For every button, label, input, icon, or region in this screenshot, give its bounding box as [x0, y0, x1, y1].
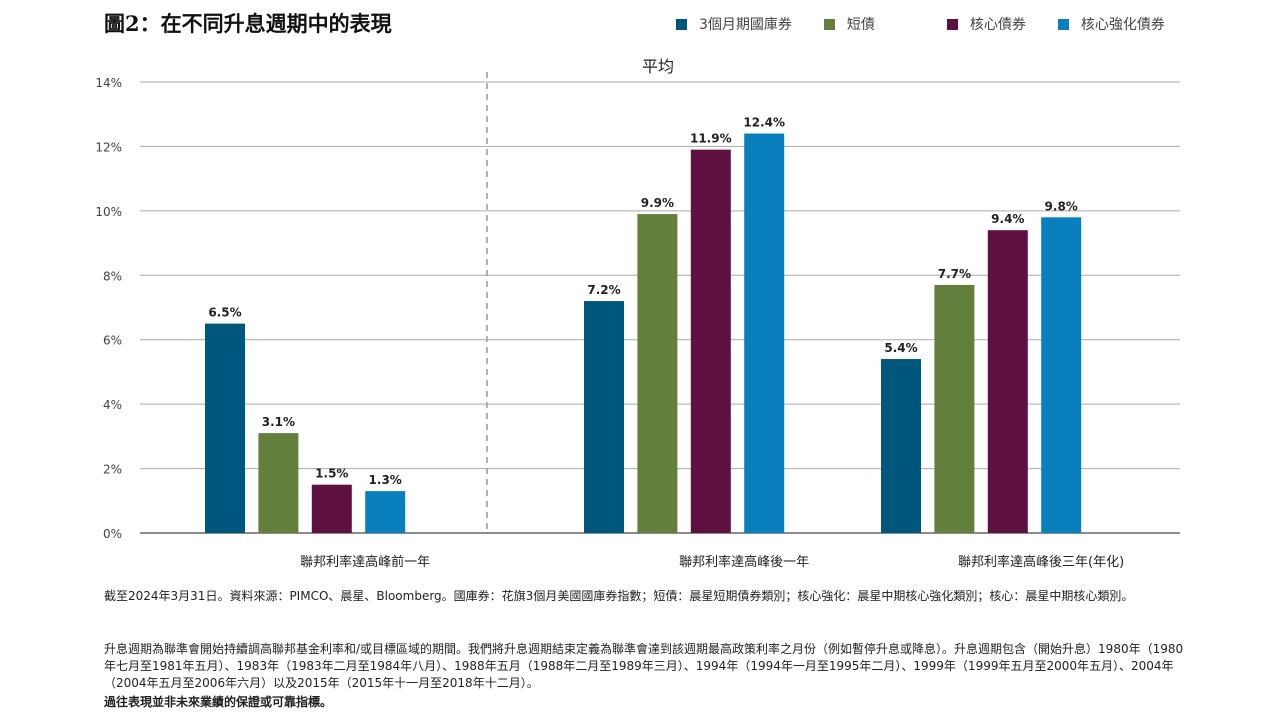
x-category-label: 聯邦利率達高峰後三年(年化) [958, 554, 1124, 570]
y-tick-label: 8% [103, 269, 122, 283]
y-tick-label: 0% [103, 527, 122, 541]
data-label: 6.5% [208, 306, 241, 320]
y-tick-label: 10% [95, 205, 122, 219]
bar [258, 433, 299, 533]
data-label: 12.4% [743, 116, 785, 130]
data-label: 1.5% [315, 467, 348, 481]
legend-label: 3個月期國庫券 [699, 17, 792, 33]
legend-swatch [823, 18, 835, 30]
y-tick-label: 6% [103, 334, 122, 348]
bar [744, 133, 785, 534]
legend-item: 3個月期國庫券 [676, 14, 792, 34]
legend-label: 核心強化債券 [1080, 17, 1165, 33]
y-tick-label: 14% [95, 76, 122, 90]
y-tick-label: 4% [103, 398, 122, 412]
bar [205, 323, 245, 533]
data-label: 9.8% [1045, 199, 1078, 213]
bar [987, 230, 1028, 533]
data-label: 3.1% [262, 415, 295, 429]
data-label: 9.4% [991, 212, 1024, 226]
bar [584, 301, 624, 533]
bar [637, 214, 678, 534]
legend-swatch [676, 18, 687, 30]
y-tick-label: 2% [103, 463, 122, 477]
legend: 3個月期國庫券 短債 核心債券 核心強化債券 [676, 14, 1197, 34]
x-category-label: 聯邦利率達高峰後一年 [679, 554, 809, 570]
legend-label: 短債 [846, 17, 875, 33]
source-note: 截至2024年3月31日。資料來源：PIMCO、晨星、Bloomberg。國庫券… [104, 589, 1134, 603]
bar [881, 359, 921, 533]
data-label: 9.9% [641, 196, 674, 210]
x-category-label: 聯邦利率達高峰前一年 [300, 554, 430, 570]
data-label: 7.7% [938, 267, 971, 281]
definition-note: 升息週期為聯準會開始持續調高聯邦基金利率和/或目標區域的期間。我們將升息週期結束… [104, 642, 1184, 690]
bar [311, 484, 352, 533]
legend-item: 短債 [823, 14, 875, 34]
bar [934, 284, 975, 533]
legend-label: 核心債券 [969, 17, 1026, 33]
legend-item: 核心債券 [946, 14, 1026, 34]
legend-swatch [946, 18, 958, 30]
data-label: 5.4% [884, 341, 917, 355]
data-label: 7.2% [587, 283, 620, 297]
data-label: 11.9% [690, 132, 732, 146]
data-label: 1.3% [369, 473, 402, 487]
bar [690, 149, 731, 533]
y-tick-label: 12% [95, 140, 122, 154]
disclaimer: 過往表現並非未來業績的保證或可靠指標。 [104, 695, 333, 709]
chart-title: 圖2：在不同升息週期中的表現 [104, 11, 392, 36]
bar [365, 491, 406, 533]
bar [1041, 217, 1082, 534]
chart-subtitle: 平均 [642, 57, 674, 76]
legend-item: 核心強化債券 [1057, 14, 1165, 34]
legend-swatch [1057, 18, 1069, 30]
